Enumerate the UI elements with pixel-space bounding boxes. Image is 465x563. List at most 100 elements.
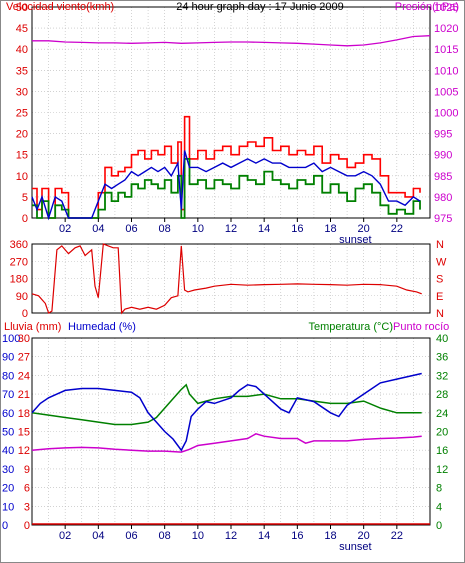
x-tick-label: 18 — [324, 530, 336, 542]
x-tick-label: 20 — [358, 530, 370, 542]
rain-tick-label: 12 — [18, 445, 30, 457]
x-tick-label: 10 — [192, 530, 204, 542]
dew-point-series-line — [31, 432, 422, 453]
x-tick-label: 08 — [159, 223, 171, 235]
y2-tick-label: 1025 — [434, 2, 458, 14]
x-tick-label: 14 — [258, 223, 270, 235]
y2-tick-label: 990 — [434, 150, 452, 162]
y-tick-label: 20 — [16, 129, 28, 141]
x-tick-label: 12 — [225, 223, 237, 235]
wind-direction-line — [31, 243, 422, 315]
y-tick-label: 25 — [16, 108, 28, 120]
rain-tick-label: 3 — [24, 501, 30, 513]
sunset-label: sunset — [339, 541, 371, 553]
rain-axis-label: Lluvia (mm) — [4, 321, 61, 333]
humidity-axis-label: Humedad (%) — [68, 321, 136, 333]
chart-title: 24 hour graph day : 17 Junio 2009 — [176, 1, 344, 13]
x-tick-label: 12 — [225, 530, 237, 542]
humidity-series-line — [31, 372, 422, 452]
direction-tick-label: 270 — [10, 256, 28, 268]
direction-tick-label: 90 — [16, 291, 28, 303]
y-tick-label: 45 — [16, 23, 28, 35]
y-tick-label: 15 — [16, 150, 28, 162]
rain-tick-label: 0 — [24, 520, 30, 532]
temperature-series-line — [31, 383, 422, 426]
humidity-tick-label: 10 — [2, 501, 14, 513]
x-tick-label: 20 — [358, 223, 370, 235]
temperature-tick-label: 20 — [436, 427, 448, 439]
y2-tick-label: 980 — [434, 192, 452, 204]
x-tick-label: 16 — [291, 530, 303, 542]
x-tick-label: 22 — [391, 530, 403, 542]
wind-axis-label: Velocidad viento(kmh) — [6, 1, 114, 13]
x-tick-label: 18 — [324, 223, 336, 235]
temperature-tick-label: 12 — [436, 464, 448, 476]
rain-tick-label: 9 — [24, 464, 30, 476]
rain-tick-label: 15 — [18, 427, 30, 439]
temperature-tick-label: 32 — [436, 370, 448, 382]
direction-tick-label: 0 — [22, 308, 28, 320]
rain-tick-label: 30 — [18, 333, 30, 345]
humidity-tick-label: 50 — [2, 427, 14, 439]
y2-tick-label: 995 — [434, 129, 452, 141]
temperature-tick-label: 16 — [436, 445, 448, 457]
temperature-axis-label: Temperatura (°C) — [309, 321, 393, 333]
y2-tick-label: 1010 — [434, 65, 458, 77]
y-tick-label: 40 — [16, 44, 28, 56]
compass-label: N — [436, 239, 444, 251]
x-tick-label: 04 — [92, 530, 104, 542]
gust-series-line — [32, 115, 421, 219]
rain-tick-label: 18 — [18, 408, 30, 420]
x-tick-label: 22 — [391, 223, 403, 235]
direction-tick-label: 180 — [10, 274, 28, 286]
avg-wind-series-line — [31, 150, 421, 221]
x-tick-label: 02 — [59, 530, 71, 542]
x-tick-label: 06 — [125, 530, 137, 542]
temperature-tick-label: 40 — [436, 333, 448, 345]
y2-tick-label: 1000 — [434, 108, 458, 120]
temperature-tick-label: 24 — [436, 408, 448, 420]
y2-tick-label: 1005 — [434, 86, 458, 98]
compass-label: W — [436, 256, 447, 268]
compass-label: S — [436, 274, 443, 286]
x-tick-label: 02 — [59, 223, 71, 235]
direction-tick-label: 360 — [10, 239, 28, 251]
x-tick-label: 10 — [192, 223, 204, 235]
rain-tick-label: 21 — [18, 389, 30, 401]
dew-point-axis-label: Punto rocío — [393, 321, 449, 333]
y-tick-label: 10 — [16, 171, 28, 183]
humidity-tick-label: 60 — [2, 408, 14, 420]
humidity-tick-label: 20 — [2, 483, 14, 495]
humidity-tick-label: 80 — [2, 370, 14, 382]
y-tick-label: 30 — [16, 86, 28, 98]
rain-tick-label: 24 — [18, 370, 30, 382]
humidity-tick-label: 40 — [2, 445, 14, 457]
temperature-tick-label: 36 — [436, 352, 448, 364]
compass-label: E — [436, 291, 443, 303]
rain-tick-label: 6 — [24, 483, 30, 495]
humidity-tick-label: 30 — [2, 464, 14, 476]
pressure-series-line — [32, 35, 431, 47]
compass-label: N — [436, 308, 444, 320]
temperature-tick-label: 28 — [436, 389, 448, 401]
humidity-tick-label: 90 — [2, 352, 14, 364]
temperature-tick-label: 0 — [436, 520, 442, 532]
pressure-axis-label: Presión(hPa) — [395, 1, 459, 13]
y-tick-label: 35 — [16, 65, 28, 77]
y2-tick-label: 975 — [434, 213, 452, 225]
x-tick-label: 16 — [291, 223, 303, 235]
humidity-tick-label: 0 — [2, 520, 8, 532]
x-tick-label: 14 — [258, 530, 270, 542]
green-series-line — [32, 157, 421, 219]
direction-panel-frame — [31, 243, 431, 314]
x-tick-label: 04 — [92, 223, 104, 235]
x-tick-label: 06 — [125, 223, 137, 235]
y-tick-label: 0 — [22, 213, 28, 225]
y2-tick-label: 985 — [434, 171, 452, 183]
y2-tick-label: 1015 — [434, 44, 458, 56]
sunset-label: sunset — [339, 234, 371, 246]
y-tick-label: 50 — [16, 2, 28, 14]
humidity-tick-label: 100 — [2, 333, 20, 345]
